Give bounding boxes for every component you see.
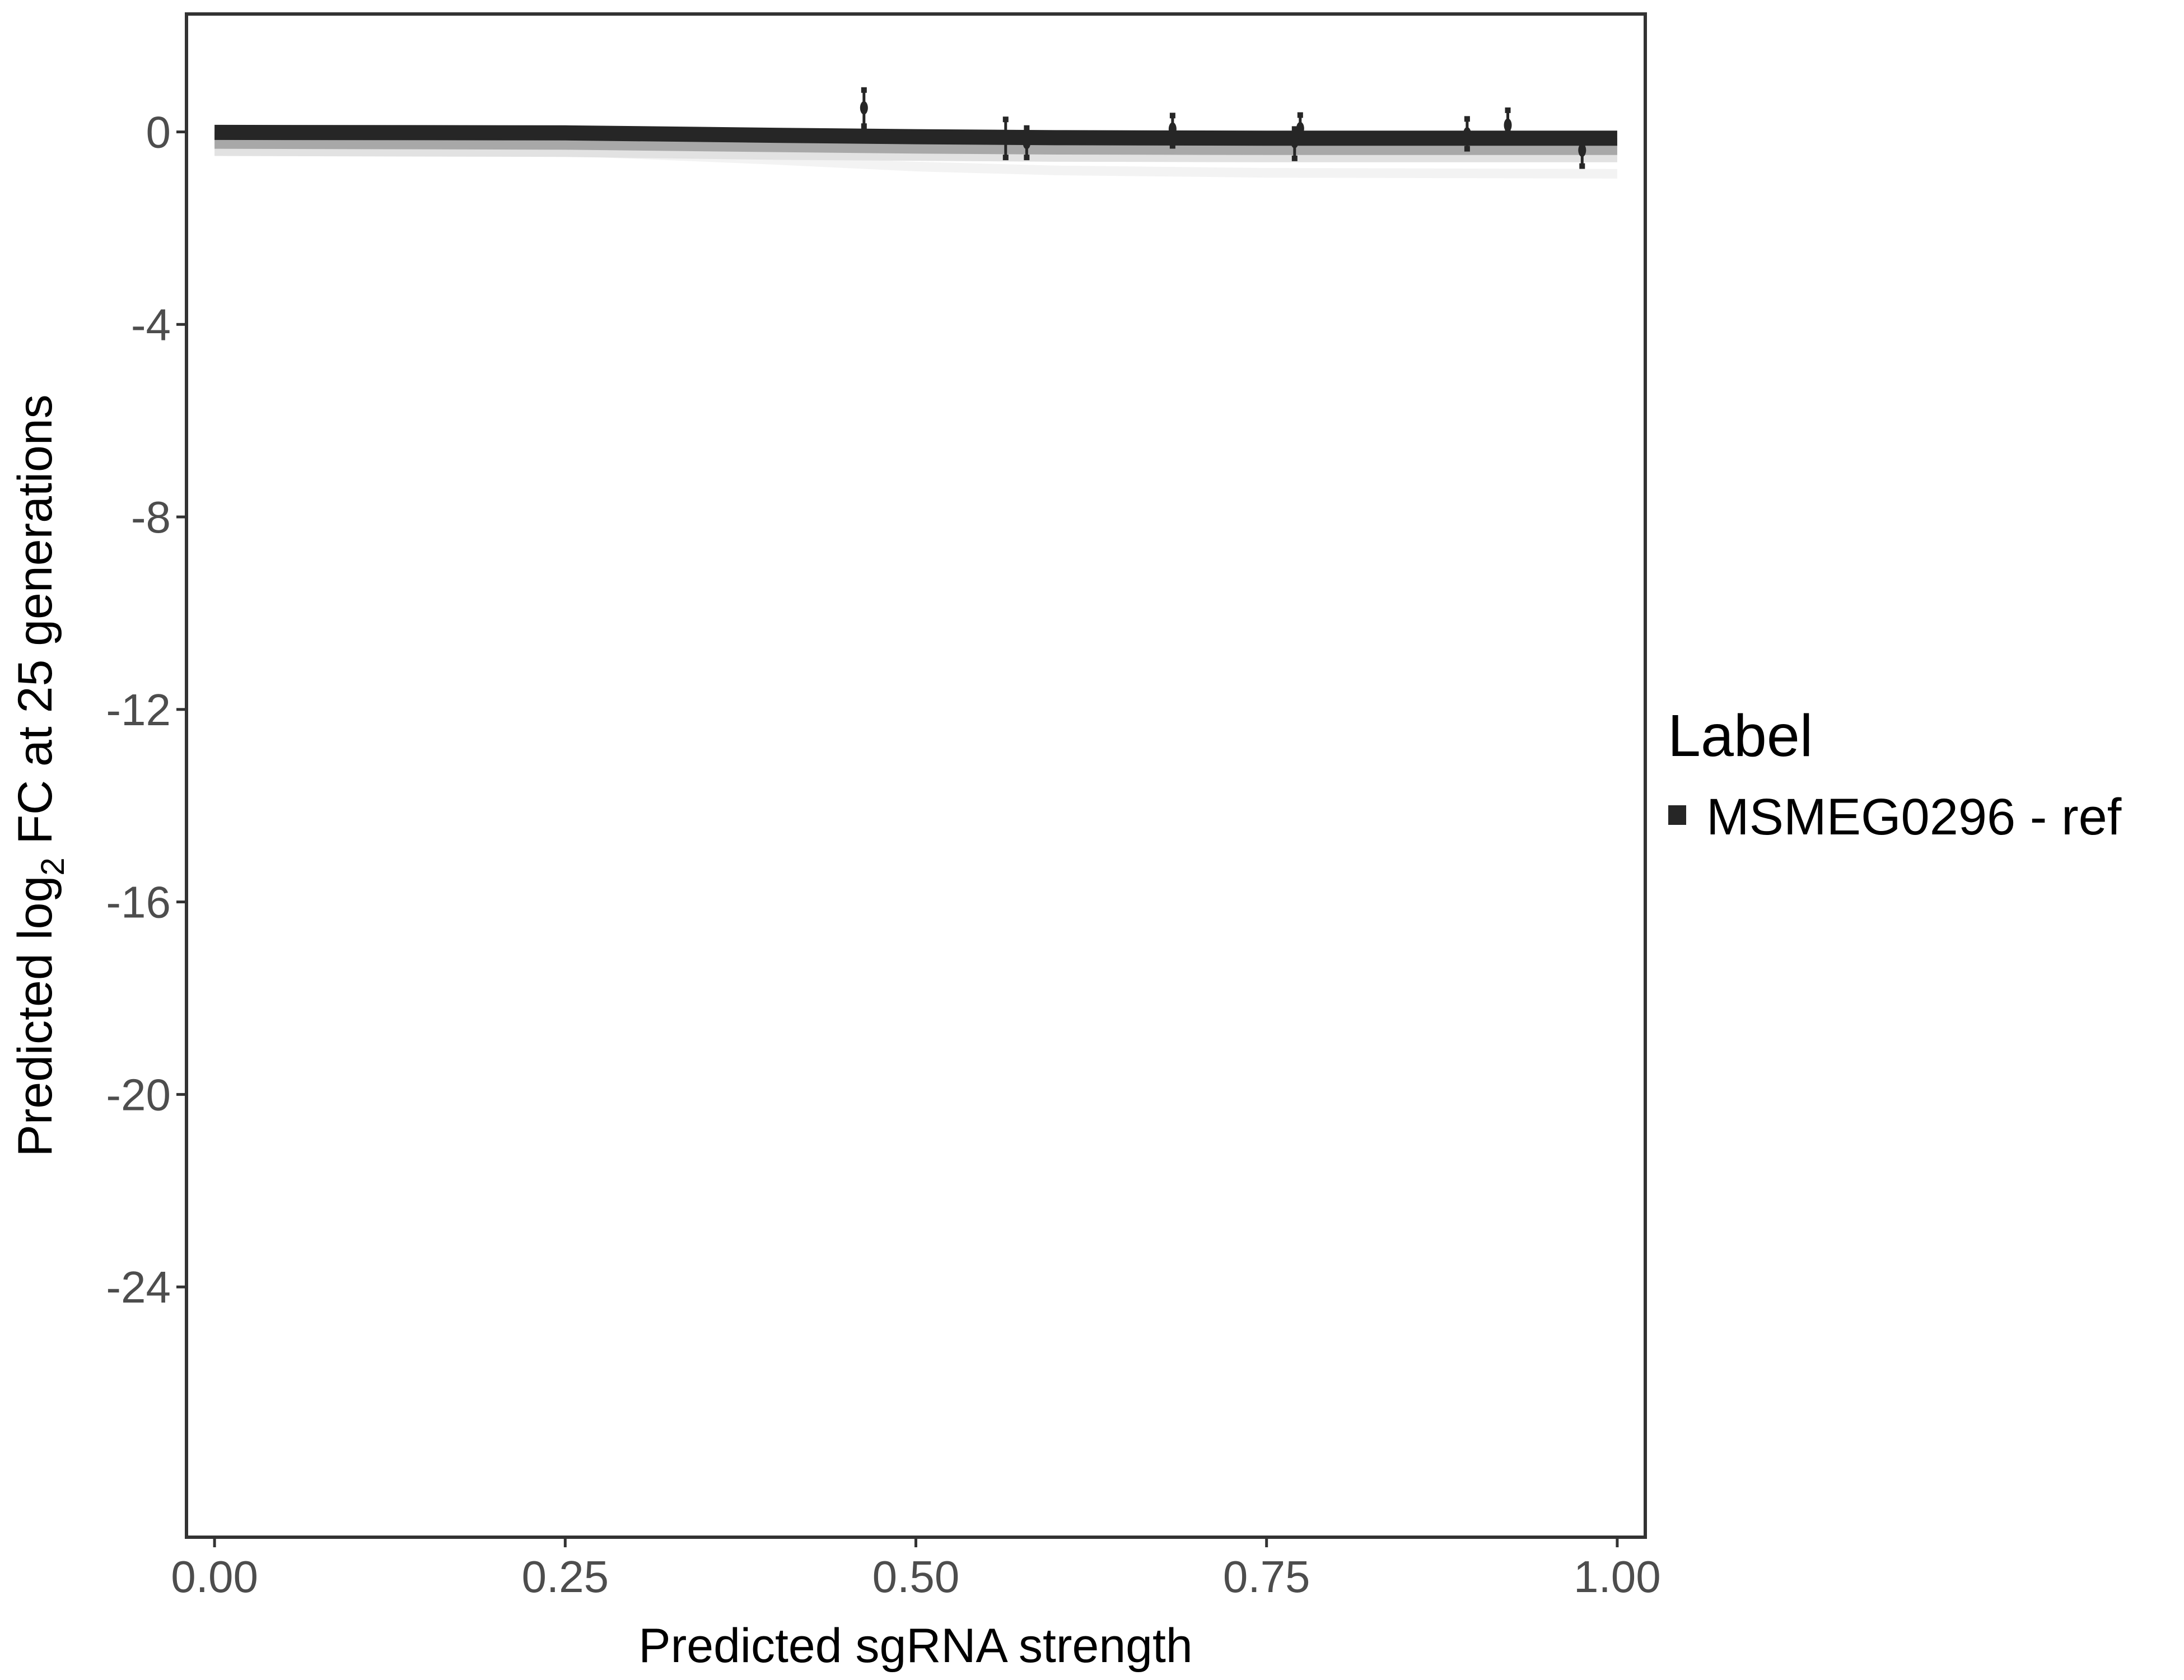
point-marker <box>1168 122 1177 136</box>
error-bar-cap-top <box>1464 116 1470 122</box>
point-marker <box>860 101 868 115</box>
x-axis: 0.00 0.25 0.50 0.75 1.00 <box>171 1539 1661 1602</box>
legend-key <box>1668 805 1686 825</box>
error-bar-cap-top <box>1024 125 1030 131</box>
data-point <box>1504 107 1512 133</box>
data-point <box>1463 116 1471 152</box>
y-axis: 0 -4 -8 -12 -16 -20 -24 <box>106 108 185 1312</box>
y-tick-label: 0 <box>146 108 171 157</box>
data-point <box>1296 112 1304 144</box>
error-bar-cap-top <box>1505 107 1511 113</box>
data-point <box>1578 140 1586 169</box>
point-marker <box>1463 127 1471 141</box>
plot-panel-border <box>185 12 1647 1539</box>
x-tick-label: 0.50 <box>872 1552 960 1602</box>
point-marker <box>1296 122 1304 136</box>
error-bar-cap-bottom <box>1002 155 1009 161</box>
fit-line <box>214 124 1617 146</box>
y-axis-title-post: FC at 25 generations <box>8 394 62 857</box>
y-tick-label: -20 <box>106 1070 171 1119</box>
y-tick-label: -24 <box>106 1262 171 1312</box>
y-axis-title: Predicted log2 FC at 25 generations <box>8 394 71 1156</box>
y-tick-label: -4 <box>131 300 171 349</box>
x-tick-label: 0.25 <box>521 1552 609 1602</box>
x-tick-label: 0.75 <box>1223 1552 1310 1602</box>
y-tick-label: -16 <box>106 878 171 927</box>
error-bar-cap-bottom <box>1169 143 1175 149</box>
data-point <box>860 87 868 129</box>
error-bar-cap-top <box>861 87 867 93</box>
data-point <box>1001 116 1010 161</box>
error-bar-cap-top <box>1297 112 1303 118</box>
error-bar-cap-bottom <box>1024 155 1030 161</box>
data-point <box>1168 113 1177 149</box>
y-tick-label: -12 <box>106 685 171 735</box>
error-bar-cap-bottom <box>1579 163 1585 169</box>
data-point <box>1023 125 1031 161</box>
point-marker <box>1504 118 1512 132</box>
error-bar-cap-bottom <box>861 123 867 129</box>
error-bar-cap-top <box>1291 126 1298 132</box>
data-points <box>860 87 1586 169</box>
error-bar-cap-bottom <box>1464 146 1470 152</box>
point-marker <box>1290 134 1299 148</box>
y-axis-title-sub: 2 <box>35 857 71 875</box>
point-marker <box>1023 136 1031 150</box>
error-bar-cap-bottom <box>1297 138 1303 144</box>
x-axis-title: Predicted sgRNA strength <box>638 1619 1193 1673</box>
x-tick-label: 1.00 <box>1574 1552 1661 1602</box>
error-bar-cap-bottom <box>1291 155 1298 161</box>
x-tick-label: 0.00 <box>171 1552 258 1602</box>
error-bar-cap-top <box>1002 116 1009 123</box>
legend-title: Label <box>1668 703 1813 769</box>
legend: Label MSMEG0296 - ref <box>1668 703 2122 846</box>
data-point <box>1290 126 1299 161</box>
point-marker <box>1578 143 1586 157</box>
error-bar-cap-top <box>1579 140 1585 146</box>
error-bar-cap-top <box>1169 113 1175 119</box>
legend-entry-label: MSMEG0296 - ref <box>1706 788 2122 846</box>
point-marker <box>1001 131 1010 145</box>
y-tick-label: -8 <box>131 492 171 542</box>
y-axis-title-pre: Predicted log <box>8 876 62 1157</box>
